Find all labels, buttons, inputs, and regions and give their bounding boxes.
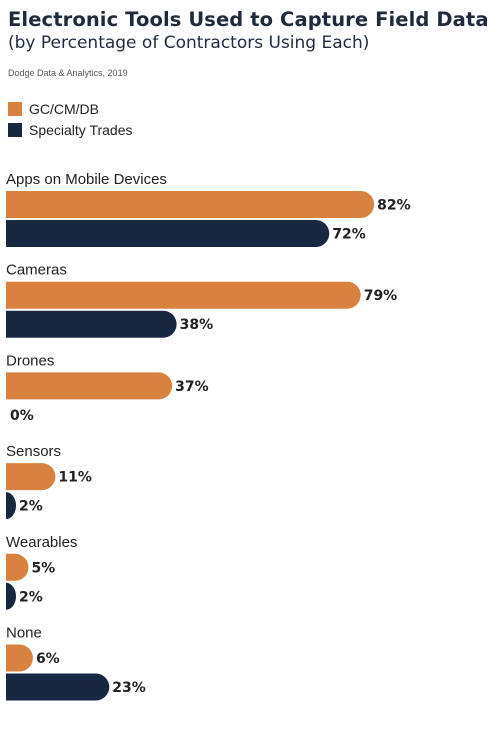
legend-label-gc: GC/CM/DB (29, 100, 99, 117)
value-label-gc: 5% (31, 560, 55, 576)
legend: GC/CM/DB Specialty Trades (8, 98, 133, 140)
category-label: Sensors (6, 443, 61, 460)
chart-subtitle: (by Percentage of Contractors Using Each… (8, 33, 370, 53)
bar-specialty (6, 310, 177, 338)
legend-swatch-gc (8, 101, 22, 116)
category-label: Apps on Mobile Devices (6, 171, 167, 188)
legend-item-gc: GC/CM/DB (8, 98, 133, 119)
chart-title: Electronic Tools Used to Capture Field D… (8, 8, 489, 31)
bar-gc (6, 553, 29, 581)
category-label: Wearables (6, 534, 77, 551)
bar-gc (6, 191, 375, 218)
value-label-specialty: 2% (19, 589, 43, 605)
value-label-specialty: 38% (180, 317, 214, 333)
category-label: Drones (6, 352, 54, 369)
value-label-gc: 37% (175, 379, 209, 395)
bar-specialty (6, 492, 16, 520)
bar-gc (6, 372, 173, 400)
legend-item-specialty: Specialty Trades (8, 119, 133, 140)
value-label-gc: 79% (364, 288, 398, 304)
category-label: None (6, 625, 42, 642)
category-label: Cameras (6, 262, 67, 279)
value-label-gc: 6% (36, 651, 60, 667)
bar-gc (6, 281, 361, 309)
bar-specialty (6, 582, 16, 610)
bar-specialty (6, 220, 330, 247)
bar-chart: Apps on Mobile Devices 82% 72% Cameras 79% 38… (6, 171, 411, 701)
value-label-gc: 82% (377, 198, 411, 214)
value-label-specialty: 0% (10, 408, 34, 424)
value-label-specialty: 2% (19, 499, 43, 515)
value-label-specialty: 23% (112, 680, 146, 696)
legend-label-specialty: Specialty Trades (29, 121, 133, 138)
legend-swatch-specialty (8, 122, 22, 137)
value-label-gc: 11% (58, 470, 92, 486)
source-note: Dodge Data & Analytics, 2019 (8, 68, 128, 78)
bar-gc (6, 644, 33, 672)
value-label-specialty: 72% (332, 227, 366, 243)
bar-specialty (6, 673, 110, 701)
bar-gc (6, 463, 56, 491)
